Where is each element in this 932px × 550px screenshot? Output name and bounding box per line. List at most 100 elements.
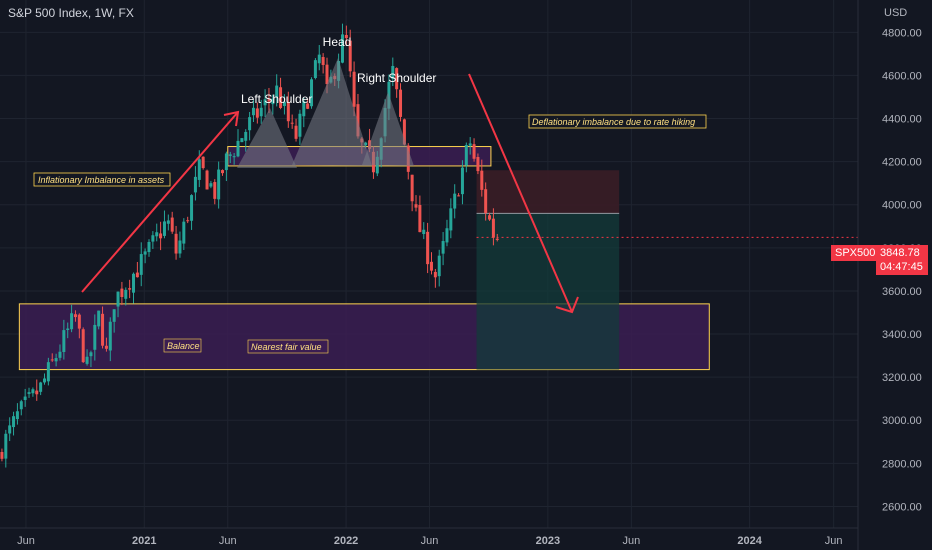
- x-tick-label: 2022: [334, 535, 358, 547]
- candle-body: [263, 99, 267, 106]
- y-tick-label: 2800.00: [882, 458, 922, 470]
- candle-body: [418, 204, 422, 233]
- y-tick-label: 2600.00: [882, 501, 922, 513]
- candle-body: [472, 144, 476, 159]
- candle-body: [27, 392, 31, 394]
- candle-body: [89, 352, 93, 357]
- candle-body: [399, 89, 403, 117]
- candle-body: [159, 233, 163, 239]
- candle-body: [248, 117, 252, 131]
- y-tick-label: 3400.00: [882, 329, 922, 341]
- candle-body: [35, 390, 39, 395]
- take-profit-zone: [476, 213, 620, 370]
- candle-body: [8, 425, 12, 434]
- candle-body: [495, 238, 499, 240]
- head-label: Head: [323, 35, 352, 49]
- candle-body: [66, 328, 70, 330]
- candle-body: [414, 204, 418, 208]
- candle-body: [162, 221, 166, 236]
- deflationary-label: Deflationary imbalance due to rate hikin…: [532, 117, 695, 127]
- candle-body: [294, 125, 298, 139]
- candle-body: [460, 167, 464, 195]
- candle-body: [197, 159, 201, 180]
- inflationary-label: Inflationary Imbalance in assets: [38, 175, 165, 185]
- candle-body: [298, 113, 302, 137]
- chart-title[interactable]: S&P 500 Index, 1W, FX: [8, 6, 134, 20]
- candle-body: [437, 255, 441, 277]
- x-tick-label: Jun: [17, 535, 35, 547]
- candle-body: [410, 174, 414, 202]
- y-tick-label: 4200.00: [882, 157, 922, 169]
- candle-body: [433, 271, 437, 278]
- candle-body: [15, 411, 19, 420]
- y-tick-label: 4800.00: [882, 27, 922, 39]
- candle-body: [170, 217, 174, 232]
- candle-body: [255, 108, 259, 118]
- candle-body: [321, 57, 325, 65]
- candle-body: [213, 182, 217, 199]
- candle-body: [73, 314, 77, 318]
- candle-body: [190, 195, 194, 221]
- x-tick-label: 2024: [737, 535, 762, 547]
- deflationary-label-box: [528, 114, 707, 129]
- uptrend-arrow-head: [223, 110, 240, 127]
- candle-body: [240, 138, 244, 143]
- balance-label-box: [163, 338, 202, 353]
- last-price-badge: 3848.78: [876, 245, 928, 261]
- inflationary-label-box: [33, 172, 171, 187]
- annotations-layer: Head Left Shoulder Right Shoulder: [81, 35, 579, 314]
- candle-body: [39, 382, 43, 392]
- downtrend-arrow-line: [468, 73, 573, 313]
- candle-body: [356, 104, 360, 137]
- candle-body: [259, 107, 263, 117]
- candle-body: [236, 140, 240, 157]
- candle-body: [228, 154, 232, 156]
- right-shoulder-label: Right Shoulder: [357, 71, 436, 85]
- candle-body: [12, 416, 16, 428]
- candle-body: [132, 273, 136, 293]
- candle-body: [70, 313, 74, 330]
- x-tick-label: 2021: [132, 535, 156, 547]
- candle-body: [85, 356, 89, 364]
- candle-body: [391, 65, 395, 79]
- y-tick-label: 3200.00: [882, 372, 922, 384]
- candle-body: [282, 101, 286, 107]
- candle-body: [0, 452, 4, 459]
- candle-body: [81, 329, 85, 363]
- candle-body: [402, 119, 406, 145]
- candle-body: [429, 261, 433, 271]
- candle-body: [205, 170, 209, 190]
- candle-body: [143, 251, 147, 255]
- candle-body: [491, 218, 495, 238]
- y-tick-label: 4000.00: [882, 200, 922, 212]
- candle-body: [58, 351, 62, 358]
- candle-body: [441, 241, 445, 254]
- candle-body: [313, 60, 317, 78]
- candle-body: [147, 241, 151, 253]
- stop-loss-zone: [476, 170, 620, 214]
- candle-body: [116, 291, 120, 307]
- candle-body: [464, 144, 468, 166]
- candle-body: [217, 169, 221, 200]
- candle-body: [104, 345, 108, 349]
- candle-body: [279, 87, 283, 108]
- candle-body: [46, 362, 50, 382]
- candle-body: [221, 170, 225, 174]
- y-tick-label: 3600.00: [882, 286, 922, 298]
- candle-body: [232, 156, 236, 158]
- candle-body: [422, 229, 426, 235]
- candle-body: [286, 102, 290, 122]
- fair-value-label: Nearest fair value: [251, 342, 322, 352]
- candle-body: [77, 314, 81, 329]
- candle-body: [267, 99, 271, 102]
- candle-body: [97, 310, 101, 327]
- candle-body: [445, 228, 449, 243]
- candle-body: [31, 389, 35, 394]
- candle-body: [135, 272, 139, 278]
- candle-body: [364, 142, 368, 146]
- candle-body: [124, 289, 128, 299]
- symbol-badge: SPX500: [831, 245, 877, 261]
- candle-body: [166, 220, 170, 224]
